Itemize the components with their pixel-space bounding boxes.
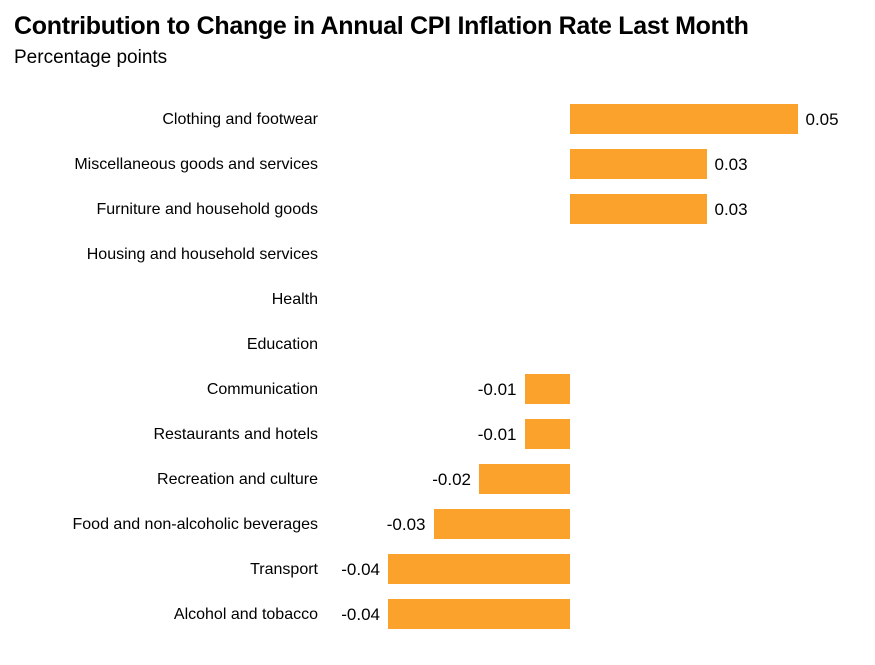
row-plot: -0.03 — [318, 502, 875, 547]
value-label: -0.03 — [386, 514, 426, 534]
negative-bar — [388, 554, 570, 584]
value-label: -0.04 — [341, 559, 380, 579]
value-label: 0.03 — [714, 154, 748, 174]
chart-header: Contribution to Change in Annual CPI Inf… — [0, 0, 875, 70]
chart-row: Transport -0.04 — [0, 547, 875, 592]
category-label: Health — [271, 290, 318, 308]
row-plot: -0.01 — [318, 367, 875, 412]
negative-bar — [524, 374, 570, 404]
chart-row: Miscellaneous goods and services 0.03 — [0, 142, 875, 187]
category-label: Housing and household services — [86, 245, 318, 263]
row-plot: -0.01 — [318, 412, 875, 457]
chart-row: Furniture and household goods 0.03 — [0, 187, 875, 232]
category-label: Education — [246, 335, 318, 353]
value-label: -0.04 — [341, 604, 380, 624]
row-plot: -0.04 — [318, 547, 875, 592]
category-label: Food and non-alcoholic beverages — [72, 515, 319, 533]
row-plot: 0.03 — [318, 142, 875, 187]
category-label: Clothing and footwear — [162, 110, 318, 128]
chart-title: Contribution to Change in Annual CPI Inf… — [14, 12, 749, 40]
chart-row: Education — [0, 322, 875, 367]
row-plot — [318, 232, 875, 277]
row-plot: -0.04 — [318, 592, 875, 637]
category-label: Alcohol and tobacco — [173, 605, 318, 623]
negative-bar — [388, 599, 570, 629]
chart-row: Recreation and culture -0.02 — [0, 457, 875, 502]
row-plot — [318, 277, 875, 322]
chart-row: Communication -0.01 — [0, 367, 875, 412]
negative-bar — [433, 509, 570, 539]
positive-bar — [570, 194, 707, 224]
row-plot: -0.02 — [318, 457, 875, 502]
negative-bar — [479, 464, 570, 494]
chart-subtitle: Percentage points — [14, 47, 168, 68]
category-label: Transport — [250, 560, 318, 578]
row-plot: 0.03 — [318, 187, 875, 232]
category-label: Communication — [206, 380, 318, 398]
chart-row: Restaurants and hotels -0.01 — [0, 412, 875, 457]
chart-row: Housing and household services — [0, 232, 875, 277]
value-label: -0.02 — [432, 469, 471, 489]
category-label: Miscellaneous goods and services — [74, 155, 318, 173]
chart-row: Food and non-alcoholic beverages -0.03 — [0, 502, 875, 547]
negative-bar — [524, 419, 570, 449]
row-plot — [318, 322, 875, 367]
value-label: -0.01 — [477, 379, 517, 399]
positive-bar — [570, 104, 798, 134]
bar-chart: Clothing and footwear 0.05 Miscellaneous g… — [0, 97, 875, 637]
chart-row: Clothing and footwear 0.05 — [0, 97, 875, 142]
category-label: Furniture and household goods — [96, 200, 319, 218]
chart-row: Alcohol and tobacco -0.04 — [0, 592, 875, 637]
category-label: Restaurants and hotels — [153, 425, 318, 443]
value-label: -0.01 — [477, 424, 517, 444]
category-label: Recreation and culture — [157, 470, 318, 488]
value-label: 0.05 — [805, 109, 839, 129]
row-plot: 0.05 — [318, 97, 875, 142]
value-label: 0.03 — [714, 199, 748, 219]
chart-row: Health — [0, 277, 875, 322]
positive-bar — [570, 149, 707, 179]
